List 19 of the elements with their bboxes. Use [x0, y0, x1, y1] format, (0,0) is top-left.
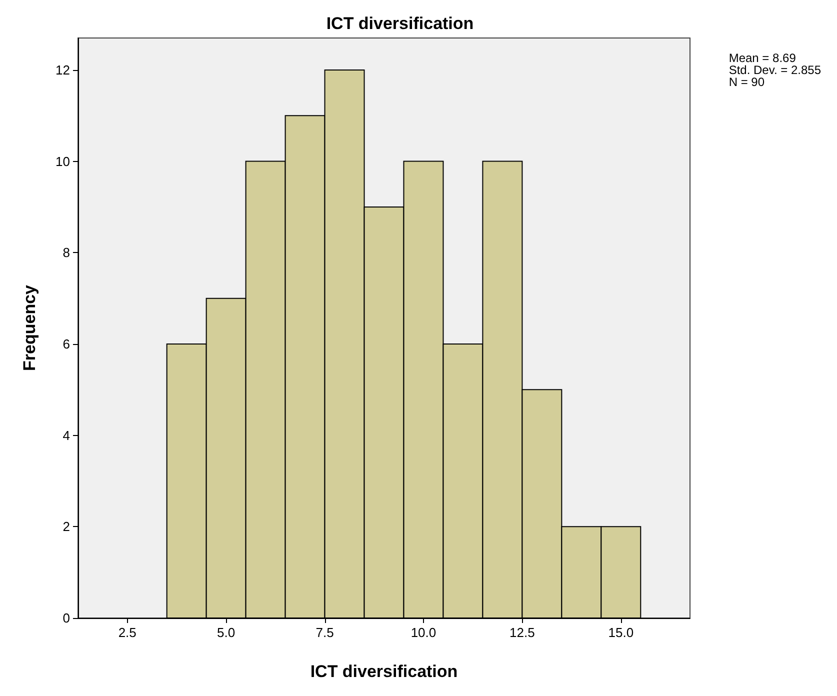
y-tick-label: 8 [62, 245, 70, 260]
x-tick-label: 2.5 [118, 625, 136, 640]
y-tick-label: 10 [56, 154, 70, 169]
y-tick-label: 0 [62, 610, 70, 626]
text: N = 90 [728, 75, 765, 89]
chart-title: ICT diversification [326, 14, 474, 33]
y-tick-label: 12 [56, 62, 70, 78]
y-tick-label: 6 [62, 336, 70, 352]
x-tick-label: 5.0 [217, 625, 236, 640]
y-tick-label: 2 [62, 519, 70, 534]
text: Std. Dev. = 2.855 [728, 63, 822, 77]
y-tick-label: 4 [62, 428, 70, 443]
x-tick-label: 10.0 [410, 625, 436, 640]
text: Mean = 8.69 [728, 51, 796, 65]
y-axis-title: Frequency [20, 284, 39, 371]
x-tick-label: 15.0 [608, 625, 634, 640]
x-axis-title: ICT diversification [310, 662, 458, 681]
x-tick-label: 7.5 [316, 625, 334, 640]
x-tick-label: 12.5 [510, 625, 535, 640]
